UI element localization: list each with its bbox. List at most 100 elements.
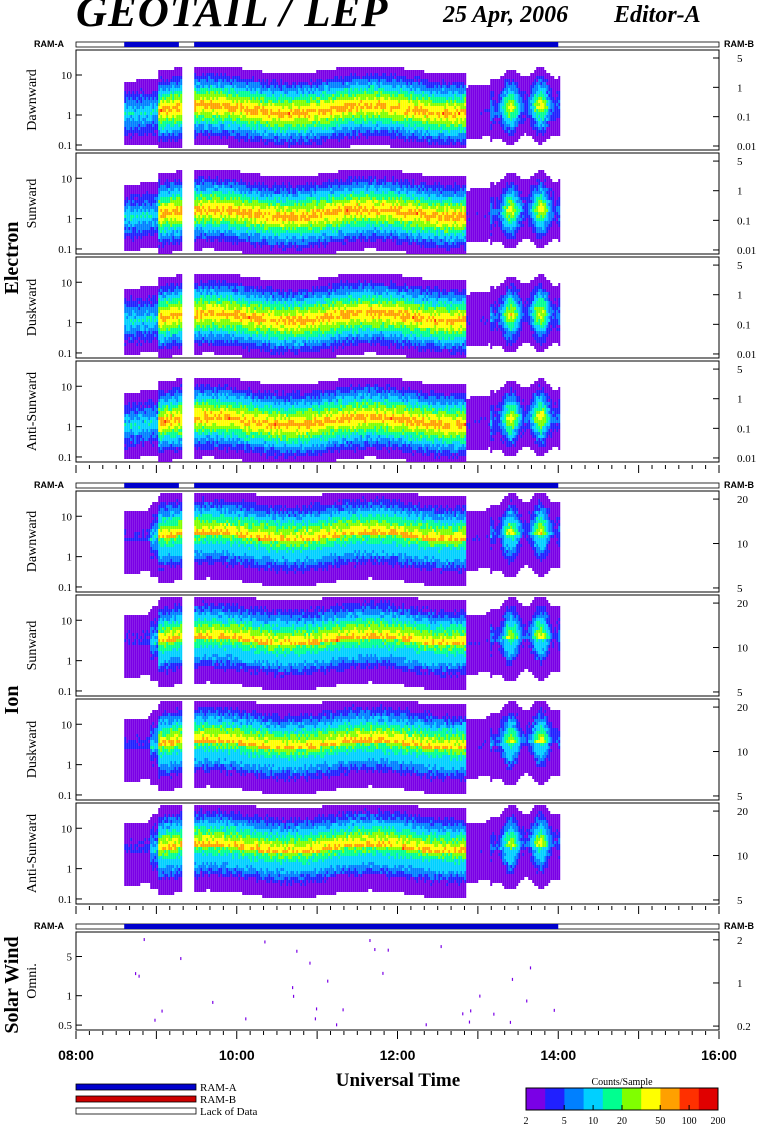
- colorbar-title: Counts/Sample: [591, 1077, 653, 1088]
- group-labels: Electron Ion Solar Wind: [1, 222, 23, 1034]
- colorbar-segment: [679, 1088, 700, 1110]
- right-tick-label: 0.01: [737, 349, 756, 361]
- left-tick-label: 0.1: [58, 790, 72, 802]
- ram-strips: RAM-A RAM-B RAM-A RAM-B RAM-A RAM-B: [34, 39, 754, 931]
- right-tick-label: 5: [737, 53, 743, 65]
- right-tick-label: 0.1: [737, 319, 751, 331]
- left-tick-label: 1: [67, 656, 73, 668]
- panel-electron-anti-sunward: Anti-Sunward 10 1 0.1 5 1 0.1 0.01: [25, 360, 756, 465]
- right-tick-label: 0.01: [737, 141, 756, 153]
- ram-b-label: RAM-B: [724, 480, 754, 490]
- right-tick-label: 1: [737, 186, 743, 198]
- x-axis: 08:00 10:00 12:00 14:00 16:00: [58, 465, 737, 1063]
- right-tick-label: 20: [737, 702, 749, 714]
- right-tick-label: 10: [737, 851, 749, 863]
- chart-title: GEOTAIL / LEP: [76, 0, 388, 37]
- panel-frame: [75, 931, 720, 1031]
- right-tick-label: 10: [737, 643, 749, 655]
- colorbar-segment: [545, 1088, 565, 1110]
- panel-ylabel: Dawnward: [25, 69, 40, 130]
- left-tick-label: 1: [67, 760, 73, 772]
- right-tick-label: 5: [737, 260, 743, 272]
- colorbar-segment: [622, 1088, 642, 1110]
- colorbar-segment: [583, 1088, 604, 1110]
- panel-ion-dawnward: Dawnward 10 1 0.1 20 10 5: [25, 490, 749, 595]
- colorbar-tick-label: 5: [562, 1116, 567, 1127]
- ram-a-coverage: [124, 42, 179, 47]
- right-tick-label: 20: [737, 598, 749, 610]
- ram-a-coverage: [124, 483, 179, 488]
- ram-a-coverage: [124, 924, 559, 929]
- colorbar-tick-label: 50: [655, 1116, 665, 1127]
- right-tick-label: 20: [737, 494, 749, 506]
- left-tick-label: 0.1: [58, 582, 72, 594]
- left-tick-label: 1: [67, 110, 73, 122]
- left-tick-label: 0.1: [58, 140, 72, 152]
- right-tick-label: 0.1: [737, 112, 751, 124]
- right-tick-label: 0.1: [737, 215, 751, 227]
- left-tick-label: 0.1: [58, 686, 72, 698]
- left-tick-label: 0.1: [58, 452, 72, 464]
- right-tick-label: 5: [737, 687, 743, 699]
- right-tick-label: 20: [737, 806, 749, 818]
- right-tick-label: 10: [737, 539, 749, 551]
- right-tick-label: 5: [737, 583, 743, 595]
- right-tick-label: 1: [737, 978, 743, 990]
- spectrogram-panels: Dawnward 10 1 0.1 5 1 0.1 0.01 Sunward 10 1 0.1 5 1 0.…: [25, 49, 756, 1033]
- right-tick-label: 5: [737, 895, 743, 907]
- left-tick-label: 10: [61, 277, 73, 289]
- left-tick-label: 0.1: [58, 894, 72, 906]
- left-tick-label: 10: [61, 823, 73, 835]
- ram-b-label: RAM-B: [724, 921, 754, 931]
- colorbar-segment: [641, 1088, 661, 1110]
- panel-ion-duskward: Duskward 10 1 0.1 20 10 5: [25, 698, 749, 803]
- panel-ylabel: Duskward: [25, 721, 40, 779]
- panel-electron-sunward: Sunward 10 1 0.1 5 1 0.1 0.01: [25, 152, 756, 257]
- left-tick-label: 10: [61, 615, 73, 627]
- left-tick-label: 1: [67, 991, 73, 1003]
- colorbar-segment: [602, 1088, 623, 1110]
- right-tick-label: 1: [737, 290, 743, 302]
- left-tick-label: 1: [67, 552, 73, 564]
- group-label-ion: Ion: [1, 686, 23, 715]
- colorbar-segment: [660, 1088, 681, 1110]
- right-tick-label: 1: [737, 82, 743, 94]
- legend-swatch: [75, 1083, 197, 1091]
- right-tick-label: 0.1: [737, 423, 751, 435]
- left-tick-label: 0.5: [58, 1020, 72, 1032]
- colorbar-tick-label: 100: [682, 1116, 697, 1127]
- group-label-electron: Electron: [1, 222, 23, 295]
- x-axis-label: Universal Time: [336, 1070, 460, 1091]
- ram-a-coverage: [194, 483, 559, 488]
- x-tick-label: 12:00: [380, 1047, 416, 1063]
- colorbar-segment: [564, 1088, 585, 1110]
- right-tick-label: 1: [737, 394, 743, 406]
- left-tick-label: 0.1: [58, 244, 72, 256]
- panel-ylabel: Anti-Sunward: [25, 814, 40, 893]
- colorbar-tick-label: 20: [617, 1116, 627, 1127]
- x-tick-label: 16:00: [701, 1047, 737, 1063]
- colorbar: Counts/Sample 2 5 10 20 50 100 200: [524, 1077, 726, 1127]
- right-tick-label: 0.01: [737, 453, 756, 465]
- legend-swatch: [75, 1107, 197, 1115]
- x-tick-label: 14:00: [540, 1047, 576, 1063]
- ram-b-label: RAM-B: [724, 39, 754, 49]
- left-tick-label: 10: [61, 719, 73, 731]
- left-tick-label: 1: [67, 864, 73, 876]
- right-tick-label: 2: [737, 935, 743, 947]
- ram-a-label: RAM-A: [34, 480, 64, 490]
- right-tick-label: 5: [737, 156, 743, 168]
- legend-label: RAM-A: [200, 1082, 237, 1094]
- left-tick-label: 10: [61, 173, 73, 185]
- panel-ion-anti-sunward: Anti-Sunward 10 1 0.1 20 10 5: [25, 802, 749, 907]
- right-tick-label: 0.01: [737, 245, 756, 257]
- panel-ylabel: Anti-Sunward: [25, 372, 40, 451]
- panel-electron-dawnward: Dawnward 10 1 0.1 5 1 0.1 0.01: [25, 49, 756, 153]
- panel-ylabel: Sunward: [25, 179, 40, 229]
- ram-a-label: RAM-A: [34, 921, 64, 931]
- group-label-solar-wind: Solar Wind: [1, 936, 23, 1033]
- panel-solar-wind-omni-: Omni. 5 1 0.5 2 1 0.2: [25, 931, 751, 1033]
- panel-electron-duskward: Duskward 10 1 0.1 5 1 0.1 0.01: [25, 256, 756, 361]
- right-tick-label: 5: [737, 364, 743, 376]
